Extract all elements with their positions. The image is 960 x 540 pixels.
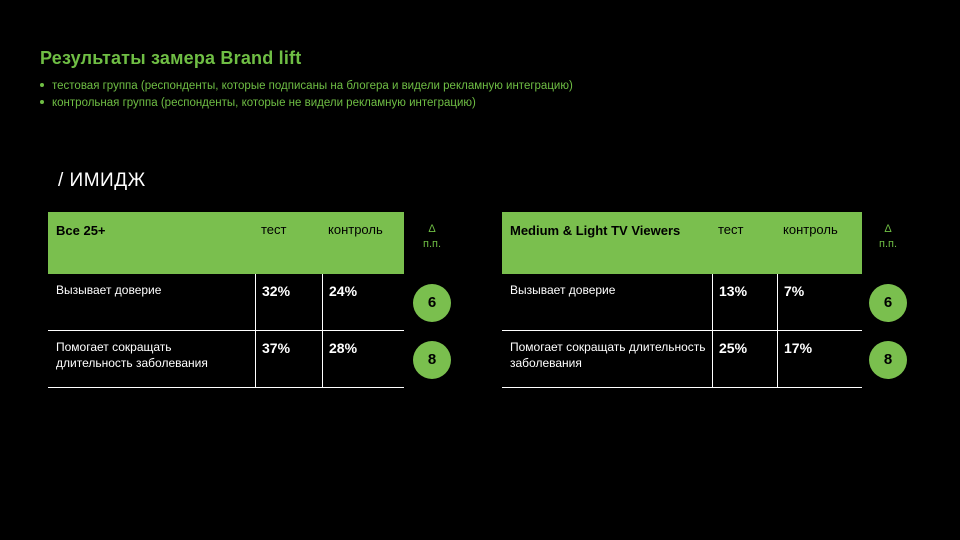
legend-item-label: тестовая группа (респонденты, которые по… [52, 80, 573, 92]
delta-circle: 6 [413, 283, 451, 322]
row-label: Вызывает доверие [48, 274, 255, 331]
row-label: Помогает сокращать длительность заболева… [502, 331, 712, 388]
legend-bullet-list: тестовая группа (респонденты, которые по… [40, 78, 573, 112]
legend-item-control-group: контрольная группа (респонденты, которые… [40, 95, 573, 112]
page-title: Результаты замера Brand lift [40, 48, 302, 68]
delta-circle: 8 [413, 340, 451, 379]
delta-circle: 6 [869, 283, 907, 322]
column-header-delta: Δ п.п. [404, 212, 460, 274]
test-value: 13% [712, 274, 777, 331]
column-header-control: контроль [322, 212, 404, 274]
legend-item-label: контрольная группа (респонденты, которые… [52, 97, 476, 109]
control-value: 24% [322, 274, 404, 331]
delta-cell: 6 [404, 274, 460, 331]
legend-item-test-group: тестовая группа (респонденты, которые по… [40, 78, 573, 95]
column-header-test: тест [255, 212, 322, 274]
delta-symbol: Δ [884, 223, 892, 235]
bullet-dot-icon [40, 100, 44, 104]
table-all-25plus: Все 25+ тест контроль Δ п.п. Вызывает до… [48, 212, 460, 388]
delta-cell: 6 [862, 274, 914, 331]
column-header-test: тест [712, 212, 777, 274]
test-value: 37% [255, 331, 322, 388]
table-medium-light-tv-viewers: Medium & Light TV Viewers тест контроль … [502, 212, 914, 388]
table-header-audience: Все 25+ [48, 212, 255, 274]
control-value: 17% [777, 331, 862, 388]
column-header-control: контроль [777, 212, 862, 274]
delta-unit: п.п. [878, 238, 898, 251]
column-header-delta: Δ п.п. [862, 212, 914, 274]
delta-cell: 8 [404, 331, 460, 388]
section-title-image: / ИМИДЖ [58, 170, 146, 191]
row-label: Вызывает доверие [502, 274, 712, 331]
delta-cell: 8 [862, 331, 914, 388]
control-value: 28% [322, 331, 404, 388]
delta-circle: 8 [869, 340, 907, 379]
bullet-dot-icon [40, 83, 44, 87]
delta-unit: п.п. [422, 238, 442, 251]
control-value: 7% [777, 274, 862, 331]
test-value: 25% [712, 331, 777, 388]
test-value: 32% [255, 274, 322, 331]
table-header-audience: Medium & Light TV Viewers [502, 212, 712, 274]
delta-symbol: Δ [428, 223, 436, 235]
row-label: Помогает сокращать длительность заболева… [48, 331, 255, 388]
